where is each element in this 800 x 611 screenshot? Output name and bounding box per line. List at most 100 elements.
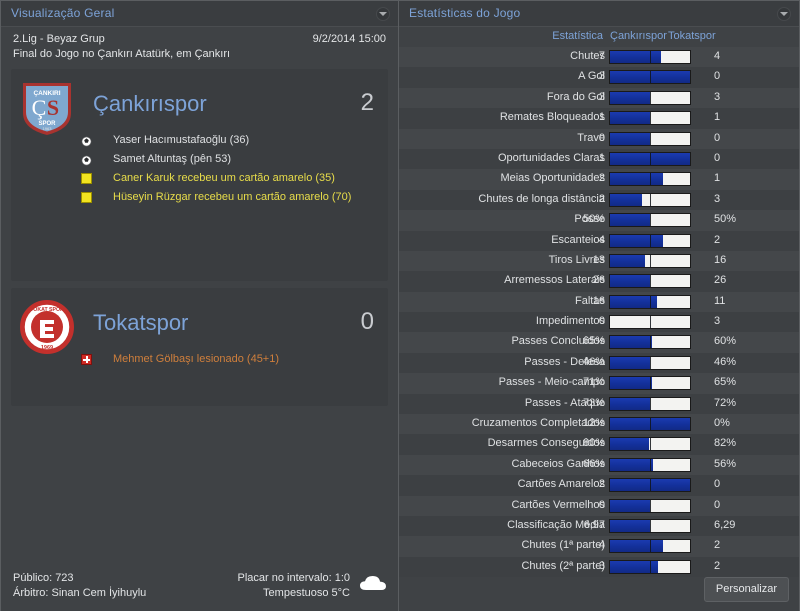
svg-text:TOKAT SPOR: TOKAT SPOR: [30, 307, 64, 313]
stat-bar: [609, 417, 691, 432]
stat-away-value: 2: [714, 539, 721, 552]
stat-away-value: 1: [714, 111, 721, 124]
stat-away-value: 56%: [714, 457, 737, 470]
stat-bar-midline: [650, 71, 651, 84]
stat-bar-home-fill: [610, 254, 646, 267]
stat-row: Cabeceios Ganhos 66% 56%: [399, 454, 799, 476]
home-team-name[interactable]: Çankırıspor: [93, 91, 207, 116]
stat-bar-midline: [650, 254, 651, 267]
stat-label: Chutes: [570, 50, 605, 62]
stat-home-value: 16: [592, 294, 605, 307]
match-event-text: Hüseyin Rüzgar recebeu um cartão amarelo…: [113, 191, 352, 203]
chevron-down-icon[interactable]: [777, 7, 791, 21]
stat-bar: [609, 335, 691, 350]
stat-label: Posse: [574, 213, 605, 226]
stat-row: Fora do Gol 3 3: [399, 87, 799, 109]
stat-away-value: 50%: [714, 213, 737, 226]
stat-label: Passes - Meio-campo: [498, 376, 605, 389]
stat-away-value: 26: [714, 274, 727, 287]
stat-bar-home-fill: [610, 560, 658, 573]
stat-label: Cruzamentos Completados: [471, 417, 605, 430]
stat-bar: [609, 294, 691, 309]
stat-bar: [609, 518, 691, 533]
stat-row: Posse 50% 50%: [399, 210, 799, 231]
stat-away-value: 3: [714, 90, 721, 103]
stat-bar-midline: [650, 173, 651, 186]
league-name: 2.Lig - Beyaz Grup: [13, 33, 105, 45]
stat-bar-home-fill: [610, 234, 663, 247]
match-event-text: Mehmet Gölbaşı lesionado (45+1): [113, 353, 280, 365]
stat-label: Passes - Ataque: [524, 396, 605, 409]
stat-home-value: 3: [598, 90, 605, 103]
home-team-score: 2: [360, 89, 374, 116]
overview-panel-title: Visualização Geral: [11, 6, 115, 20]
match-datetime: 9/2/2014 15:00: [312, 33, 386, 45]
stat-row: Meias Oportunidades 2 1: [399, 169, 799, 190]
stat-label: Passes Concluidos: [511, 335, 605, 348]
stat-bar-home-fill: [610, 458, 654, 471]
stat-home-value: 0: [598, 315, 605, 328]
stat-bar-midline: [650, 214, 651, 227]
stat-row: Chutes 7 4: [399, 47, 799, 68]
chevron-down-icon[interactable]: [376, 7, 390, 21]
stat-bar: [609, 233, 691, 248]
stat-bar-midline: [650, 479, 651, 492]
stat-row: Remates Bloqueados 1 1: [399, 108, 799, 129]
goal-icon: [81, 154, 92, 166]
stat-bar-midline: [650, 418, 651, 431]
stat-bar: [609, 253, 691, 268]
stat-bar-home-fill: [610, 519, 650, 532]
stat-row: A Gol 3 0: [399, 67, 799, 88]
away-team-events: Mehmet Gölbaşı lesionado (45+1): [81, 350, 380, 369]
stat-bar-home-fill: [610, 112, 650, 125]
away-team-name[interactable]: Tokatspor: [93, 310, 189, 335]
stat-row: Trave 0 0: [399, 128, 799, 149]
stat-bar-midline: [650, 499, 651, 512]
stat-away-value: 3: [714, 192, 721, 205]
stat-bar: [609, 50, 691, 64]
stat-row: Passes Concluidos 65% 60%: [399, 332, 799, 353]
stat-bar-home-fill: [610, 91, 650, 104]
away-team-block[interactable]: TOKAT SPOR 1969 Tokatspor 0 Mehmet Gölba…: [11, 288, 388, 406]
stats-panel-body: Estatística Çankırıspor Tokatspor Chutes…: [399, 27, 799, 611]
stat-bar-midline: [650, 377, 651, 390]
stat-bar-home-fill: [610, 336, 652, 349]
match-stats-panel: Estatísticas do Jogo Estatística Çankırı…: [398, 0, 800, 611]
stat-bar: [609, 315, 691, 330]
goal-icon: [81, 135, 92, 147]
stat-bar: [609, 478, 691, 493]
stat-bar-home-fill: [610, 51, 662, 63]
stat-bar-home-fill: [610, 132, 650, 145]
weather-text: Tempestuoso 5°C: [263, 587, 350, 599]
yellow-card-icon: [81, 173, 92, 184]
match-event-text: Yaser Hacımustafaoğlu (36): [113, 134, 250, 146]
stats-panel-title: Estatísticas do Jogo: [409, 6, 521, 20]
svg-text:S: S: [47, 95, 59, 120]
stat-label: Passes - Defesa: [524, 355, 605, 368]
stat-row: Chutes de longa distância 2 3: [399, 189, 799, 211]
stat-row: Arremessos Laterais 26 26: [399, 271, 799, 292]
stat-bar: [609, 111, 691, 126]
stat-bar: [609, 355, 691, 370]
svg-text:SPOR: SPOR: [38, 121, 56, 127]
stat-home-value: 80%: [582, 437, 605, 450]
stat-label: Cartões Vermelhos: [511, 498, 605, 511]
stat-bar: [609, 457, 691, 472]
stat-row: Cruzamentos Completados 12% 0%: [399, 414, 799, 435]
stat-label: Chutes de longa distância: [478, 192, 605, 205]
personalizar-button[interactable]: Personalizar: [703, 577, 789, 602]
stat-bar: [609, 172, 691, 187]
stat-away-value: 4: [714, 50, 721, 62]
stat-home-value: 0: [598, 131, 605, 144]
stat-label: Cartões Amarelos: [517, 478, 605, 491]
halftime-score-text: Placar no intervalo: 1:0: [237, 572, 350, 584]
stat-home-value: 13: [592, 253, 605, 266]
stat-home-value: 65%: [582, 335, 605, 348]
stat-home-value: 50%: [582, 213, 605, 226]
stat-bar-midline: [650, 193, 651, 206]
stat-away-value: 16: [714, 253, 727, 266]
stat-row: Chutes (2ª parte) 3 2: [399, 556, 799, 578]
stat-away-value: 2: [714, 233, 721, 246]
home-team-block[interactable]: ÇANKIRI Ç S SPOR 1963 Çankırıspor 2 Yase…: [11, 69, 388, 281]
stat-home-value: 1: [598, 151, 605, 164]
